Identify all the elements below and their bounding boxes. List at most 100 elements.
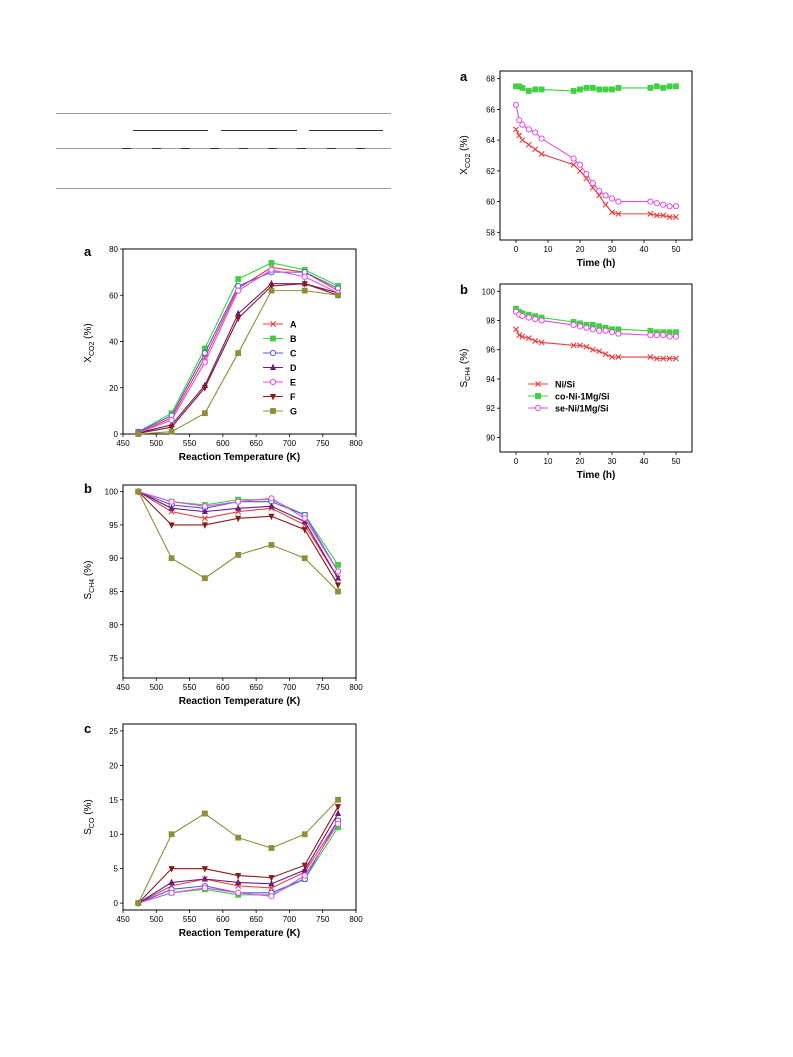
data-point: [660, 212, 667, 219]
y-axis-label-main: S: [83, 828, 94, 835]
data-point: [583, 343, 590, 350]
table-dash-6: [297, 148, 306, 149]
x-axis-label: Reaction Temperature (K): [179, 452, 301, 463]
y-tick-label: 25: [109, 727, 118, 736]
x-axis-label: Reaction Temperature (K): [179, 928, 301, 939]
x-tick-label: 40: [640, 457, 649, 466]
series-G: [135, 488, 341, 595]
x-tick-label: 550: [183, 683, 197, 692]
data-point: [647, 210, 654, 217]
plot-frame: [499, 70, 693, 241]
y-tick-label: 92: [486, 404, 495, 413]
data-point: [268, 879, 275, 887]
panel-label: a: [84, 244, 92, 259]
x-tick-label: 650: [249, 915, 263, 924]
y-axis-label: SCH4 (%): [83, 560, 96, 599]
data-point: [334, 568, 342, 575]
data-point: [513, 326, 519, 333]
chart-right_b: 0 10 20 30 40 50 90 92 94 96 98 100 Time (h) SCH4 (%)…: [459, 282, 693, 481]
data-point: [602, 351, 609, 358]
y-axis-label-unit: (%): [459, 348, 470, 366]
x-tick-label: 0: [514, 245, 519, 254]
data-point: [583, 324, 590, 331]
y-axis-label-sub: CH4: [89, 579, 96, 593]
data-point: [577, 342, 583, 349]
data-point: [335, 561, 341, 568]
table-dash-7: [327, 148, 336, 149]
panel-label: a: [460, 69, 468, 84]
y-tick-label: 80: [109, 245, 118, 254]
data-point: [235, 834, 242, 841]
data-point: [519, 85, 526, 91]
data-point: [570, 342, 577, 349]
data-point: [609, 354, 615, 361]
table-group-rule-1: [133, 130, 208, 131]
table-dash-5: [268, 148, 277, 149]
data-point: [235, 515, 242, 523]
y-axis-label-unit: (%): [83, 799, 94, 817]
legend-marker: [270, 321, 276, 327]
data-point: [235, 350, 242, 356]
panel-label: b: [460, 282, 468, 297]
data-point: [201, 503, 208, 510]
data-point: [168, 498, 175, 505]
data-point: [268, 513, 275, 521]
y-tick-label: 96: [486, 346, 495, 355]
data-point: [516, 332, 523, 339]
data-point: [525, 141, 532, 148]
series-co-Ni-1Mg/Si: [513, 83, 679, 94]
data-point: [168, 889, 175, 896]
chart-left_a: 450 500 550 600 650 700 750 800 0 20 40 60 80 Reactio…: [83, 244, 363, 463]
legend-marker: [535, 393, 541, 399]
data-point: [596, 348, 603, 355]
y-tick-label: 0: [114, 430, 119, 439]
y-axis-label-sub: CO2: [465, 154, 472, 169]
data-point: [512, 101, 520, 108]
plot-frame: [499, 283, 693, 453]
x-axis-label: Reaction Temperature (K): [179, 696, 301, 707]
x-tick-label: 600: [216, 915, 230, 924]
y-axis-label-main: S: [459, 381, 470, 388]
data-point: [673, 83, 679, 90]
data-point: [596, 86, 603, 93]
data-point: [168, 417, 175, 424]
y-tick-label: 15: [109, 796, 118, 805]
data-point: [583, 170, 590, 178]
data-point: [268, 893, 275, 900]
x-tick-label: 450: [116, 439, 130, 448]
data-point: [596, 187, 603, 194]
legend-label: E: [290, 378, 296, 388]
data-point: [201, 884, 208, 892]
data-point: [301, 872, 308, 879]
data-point: [334, 820, 342, 827]
data-point: [301, 866, 308, 873]
y-tick-label: 75: [109, 654, 118, 663]
data-point: [268, 875, 275, 882]
y-tick-label: 5: [114, 865, 119, 874]
series-Ni/Si: [513, 326, 679, 362]
x-tick-label: 750: [316, 683, 330, 692]
y-axis-label-unit: (%): [83, 323, 94, 341]
x-tick-label: 50: [672, 245, 681, 254]
x-tick-label: 700: [283, 915, 297, 924]
x-tick-label: 500: [150, 439, 164, 448]
y-tick-label: 66: [486, 105, 495, 114]
data-point: [666, 213, 673, 220]
data-point: [647, 198, 654, 205]
data-point: [525, 335, 532, 342]
data-point: [602, 201, 609, 208]
data-point: [268, 259, 275, 266]
data-point: [334, 809, 342, 817]
legend-marker: [534, 404, 542, 412]
data-point: [589, 85, 596, 91]
y-axis-label-main: X: [459, 168, 470, 175]
data-point: [525, 88, 532, 94]
legend-label: G: [290, 407, 297, 417]
y-tick-label: 10: [109, 830, 118, 839]
data-point: [570, 161, 577, 168]
y-axis-label-sub: CH4: [465, 367, 472, 381]
legend-label: se-Ni/1Mg/Si: [555, 404, 609, 414]
series-line: [138, 283, 339, 434]
data-point: [235, 498, 242, 505]
x-tick-label: 20: [576, 457, 585, 466]
